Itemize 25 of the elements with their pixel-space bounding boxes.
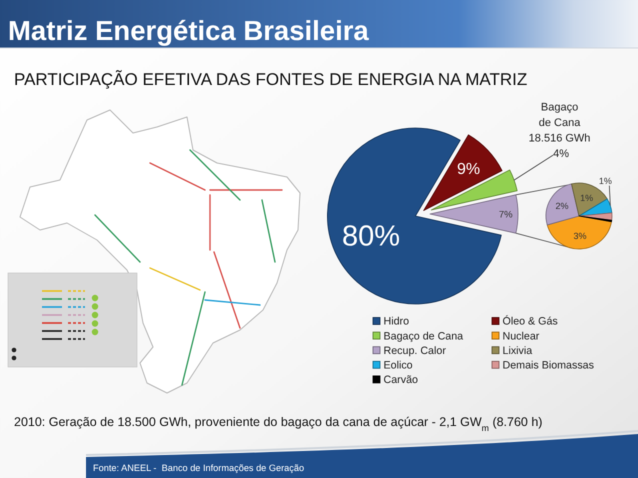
legend-label: Nuclear — [502, 330, 540, 342]
pie-slice — [546, 183, 580, 226]
source-note: Fonte: ANEEL - Banco de Informações de Geração — [93, 463, 304, 473]
data-label: 1% — [580, 192, 594, 203]
legend-label: Demais Biomassas — [502, 360, 594, 372]
legend-label: Óleo & Gás — [502, 314, 558, 328]
chart-title: Matriz Energética Brasileira — [8, 15, 370, 46]
data-label: 80% — [342, 220, 400, 252]
legend-label: Hidro — [384, 316, 410, 328]
legend-label: Lixivia — [502, 344, 532, 357]
data-label: Bagaço de Cana 18.516 GWh 4% — [528, 101, 594, 160]
legend-label: Bagaço de Cana — [384, 330, 464, 342]
pie-slice — [578, 216, 612, 222]
data-label: 2% — [555, 201, 568, 212]
pie-slice — [546, 216, 612, 250]
data-label: 1% — [598, 176, 612, 186]
data-label: 7% — [498, 209, 514, 220]
legend-label: Recup. Calor — [384, 344, 446, 357]
text: 2010: Geração de 18.500 GWh, proveniente do bagaço da cana de açúcar - 2,1 GW$_{m}$ (8.760 h) — [14, 415, 542, 433]
chart-subtitle: PARTICIPAÇÃO EFETIVA DAS FONTES DE ENERGIA NA MATRIZ — [14, 70, 528, 89]
data-label: 9% — [456, 161, 480, 178]
legend-label: Eolico — [384, 360, 413, 372]
pie-slice — [571, 182, 608, 216]
legend-label: Carvão — [384, 374, 418, 386]
data-label: 3% — [573, 230, 586, 241]
